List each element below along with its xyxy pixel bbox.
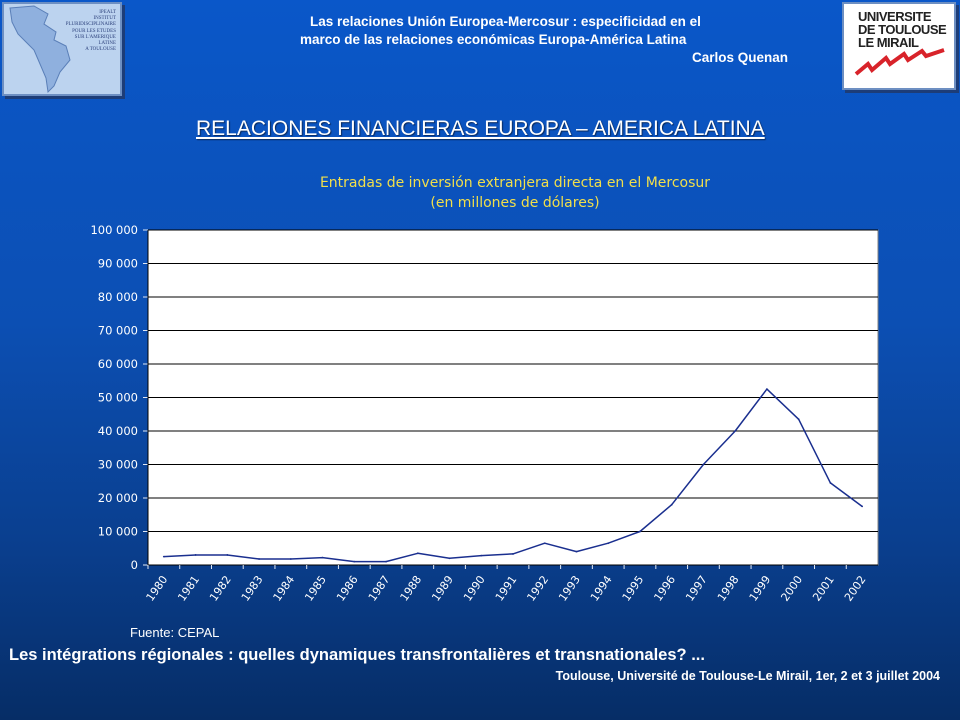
data-point (766, 388, 768, 391)
data-point (448, 557, 451, 560)
x-tick-label: 1994 (588, 573, 615, 603)
ipealt-logo: IPEALT INSTITUT PLURIDISCIPLINAIRE POUR … (2, 2, 122, 96)
data-point (607, 542, 610, 545)
data-point (734, 430, 737, 432)
x-tick-label: 1981 (175, 573, 202, 603)
y-tick-label: 0 (131, 558, 138, 572)
x-tick-label: 1982 (207, 573, 234, 603)
x-tick-label: 1980 (144, 573, 171, 603)
university-logo: UNIVERSITE DE TOULOUSE LE MIRAIL (842, 2, 956, 90)
data-point (797, 418, 800, 421)
x-tick-label: 1985 (302, 573, 329, 603)
x-tick-label: 1992 (524, 573, 551, 603)
data-point (639, 530, 641, 533)
x-tick-label: 1993 (556, 573, 583, 603)
data-point (162, 555, 165, 558)
university-logo-line-3: LE MIRAIL (858, 35, 919, 50)
x-tick-label: 1984 (271, 573, 298, 603)
chart-title-line-2: (en millones de dólares) (430, 195, 600, 211)
data-point (385, 560, 387, 563)
data-point (861, 505, 864, 508)
header-line-1: Las relaciones Unión Europea-Mercosur : … (310, 14, 701, 29)
x-tick-label: 1996 (651, 573, 678, 603)
x-tick-label: 1999 (747, 573, 774, 603)
x-tick-label: 1986 (334, 573, 361, 603)
data-point (353, 560, 356, 563)
chart-title: Entradas de inversión extranjera directa… (150, 173, 880, 213)
x-tick-label: 1983 (239, 573, 266, 603)
data-point (226, 554, 229, 556)
data-point (829, 482, 832, 484)
x-tick-label: 2002 (842, 573, 869, 603)
header-author: Carlos Quenan (691, 50, 788, 65)
source-note: Fuente: CEPAL (130, 625, 220, 640)
x-tick-label: 2001 (810, 573, 837, 603)
y-tick-label: 60 000 (98, 357, 138, 371)
x-tick-label: 1989 (429, 573, 456, 603)
data-point (480, 554, 483, 557)
y-tick-label: 80 000 (98, 290, 138, 304)
ipealt-logo-text: IPEALT INSTITUT PLURIDISCIPLINAIRE POUR … (65, 10, 116, 53)
header-line-2: marco de las relaciones económicas Europ… (300, 32, 687, 47)
x-tick-label: 1995 (620, 573, 647, 603)
x-tick-label: 1991 (493, 573, 520, 603)
conference-tagline: Les intégrations régionales : quelles dy… (9, 646, 705, 664)
data-point (543, 542, 546, 545)
data-point (289, 558, 292, 560)
latin-america-map-icon (9, 5, 71, 94)
y-tick-label: 10 000 (98, 525, 138, 539)
data-point (575, 550, 578, 553)
x-tick-label: 1988 (398, 573, 425, 603)
data-point (512, 553, 514, 555)
y-tick-label: 30 000 (98, 458, 138, 472)
x-tick-label: 1997 (683, 573, 710, 603)
university-logo-line-2: DE TOULOUSE (858, 22, 947, 37)
x-tick-label: 1990 (461, 573, 488, 603)
data-point (321, 556, 324, 559)
data-point (670, 503, 673, 506)
x-tick-label: 1987 (366, 573, 393, 603)
y-tick-label: 20 000 (98, 491, 138, 505)
conference-footer: Toulouse, Université de Toulouse-Le Mira… (555, 669, 940, 683)
chart-title-line-1: Entradas de inversión extranjera directa… (319, 175, 711, 191)
y-tick-label: 100 000 (90, 223, 138, 237)
red-zigzag-icon (854, 48, 945, 76)
data-point (416, 552, 419, 555)
x-tick-label: 2000 (778, 573, 805, 603)
x-tick-label: 1998 (715, 573, 742, 603)
university-logo-line-1: UNIVERSITE (858, 9, 932, 24)
y-tick-label: 70 000 (98, 324, 138, 338)
y-tick-label: 90 000 (98, 257, 138, 271)
data-point (702, 463, 705, 466)
y-tick-label: 50 000 (98, 391, 138, 405)
presentation-header: Las relaciones Unión Europea-Mercosur : … (300, 13, 788, 67)
slide-title: RELACIONES FINANCIERAS EUROPA – AMERICA … (196, 117, 765, 140)
data-point (258, 558, 260, 560)
y-tick-label: 40 000 (98, 424, 138, 438)
data-point (194, 554, 197, 556)
